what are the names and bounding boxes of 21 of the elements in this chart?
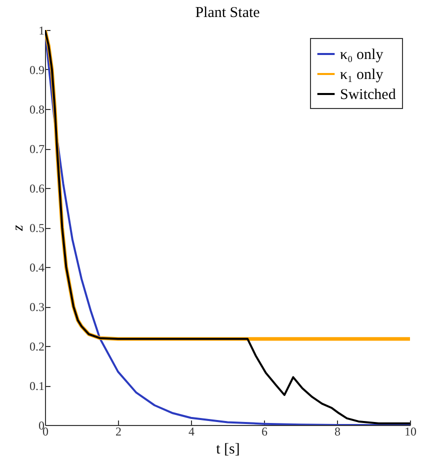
y-tick-label: 0.4 <box>30 260 44 274</box>
legend-label: κ₁ only <box>340 67 384 83</box>
y-tick-label: 0.8 <box>30 102 44 116</box>
x-tick-label: 8 <box>334 424 340 438</box>
legend-label: Switched <box>340 87 396 103</box>
y-tick-label: 0.1 <box>30 379 44 393</box>
y-tick-label: 0.3 <box>30 300 44 314</box>
x-tick-label: 4 <box>188 424 194 438</box>
y-tick-label: 0.6 <box>30 182 44 196</box>
y-tick-label: 0.9 <box>30 63 44 77</box>
y-tick-label: 0.5 <box>30 221 44 235</box>
y-axis-title: z <box>10 224 26 232</box>
x-tick-label: 10 <box>404 424 416 438</box>
chart-title: Plant State <box>195 5 260 21</box>
x-tick-label: 2 <box>116 424 122 438</box>
x-tick-label: 6 <box>262 424 268 438</box>
y-tick-label: 0.7 <box>30 142 44 156</box>
y-tick-label: 0.2 <box>30 340 44 354</box>
y-tick-label: 1 <box>38 24 44 38</box>
x-axis-title: t [s] <box>216 442 240 458</box>
legend-label: κ₀ only <box>340 47 384 63</box>
